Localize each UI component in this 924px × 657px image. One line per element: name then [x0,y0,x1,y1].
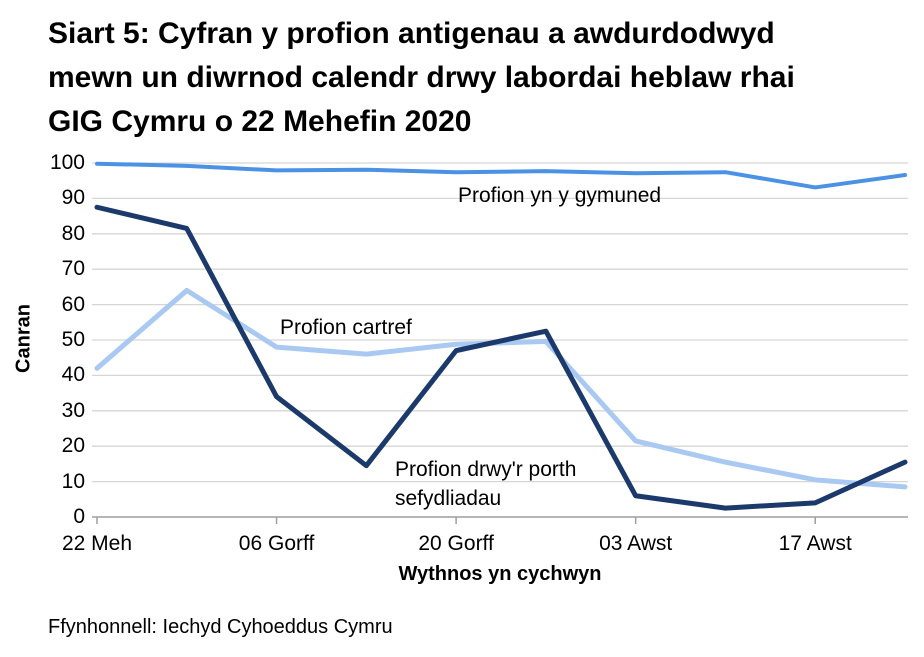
y-tick-label: 50 [61,328,85,351]
chart-title-line-1: Siart 5: Cyfran y profion antigenau a aw… [48,17,775,50]
x-tick-label: 20 Gorff [418,532,494,555]
y-tick-label: 100 [49,151,85,174]
y-tick-label: 20 [61,434,85,458]
y-axis-title: Canran [12,304,35,373]
y-tick-label: 0 [73,505,85,528]
x-tick-label: 06 Gorff [238,532,315,555]
x-tick-label: 17 Awst [778,532,852,555]
source-note: Ffynhonnell: Iechyd Cyhoeddus Cymru [48,616,393,638]
x-tick-label: 22 Meh [61,532,133,555]
y-tick-label: 70 [61,257,85,281]
chart-title-line-3: GIG Cymru o 22 Mehefin 2020 [48,105,472,138]
series-line [95,161,907,190]
chart-title: Siart 5: Cyfran y profion antigenau a aw… [48,12,908,144]
y-tick-label: 80 [61,221,85,245]
x-tick-label: 03 Awst [599,532,673,555]
series-label-gymuned: Profion yn y gymuned [458,184,662,207]
x-axis-title: Wythnos yn cychwyn [398,563,602,585]
y-tick-label: 90 [61,186,85,210]
series-label-porth: Profion drwy'r porth sefydliadau [395,458,577,510]
series-line [94,204,908,511]
y-tick-label: 10 [61,469,85,493]
y-tick-label: 40 [61,363,85,387]
series-label-cartref: Profion cartref [280,316,412,339]
chart-title-line-2: mewn un diwrnod calendr drwy labordai he… [48,61,795,94]
y-tick-label: 60 [61,292,85,316]
y-tick-label: 30 [61,398,85,422]
